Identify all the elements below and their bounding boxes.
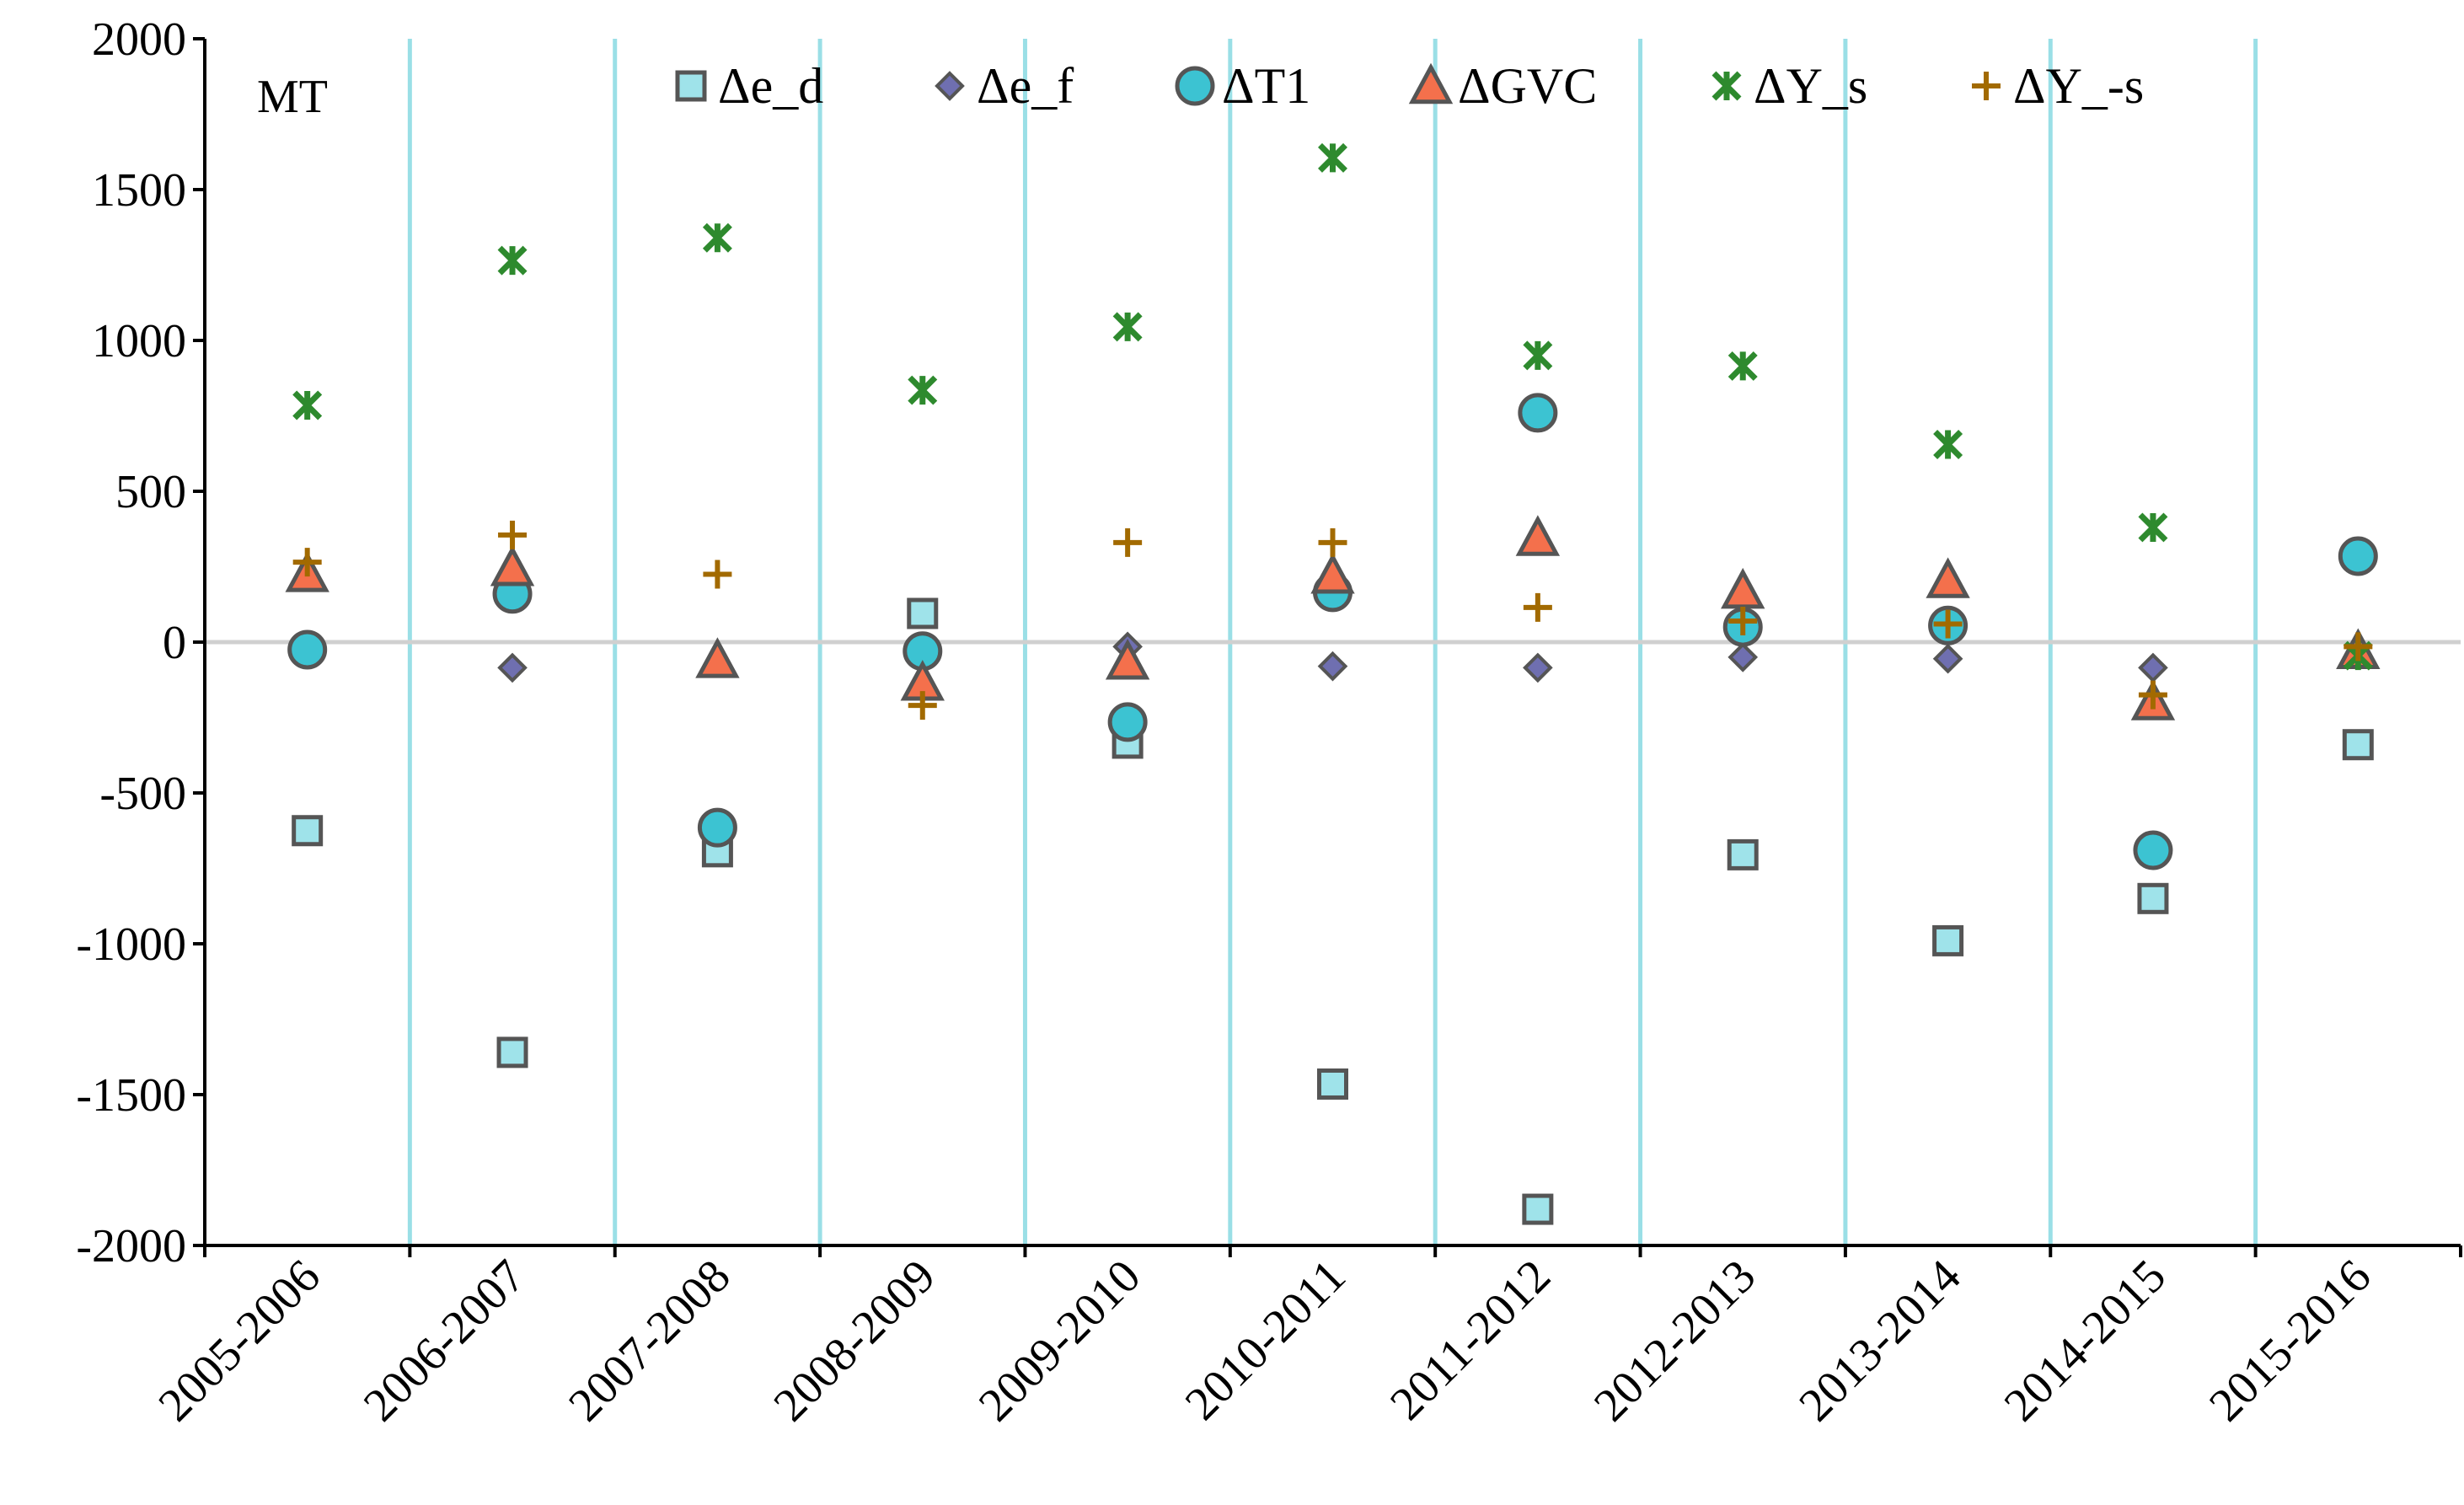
point-star	[1523, 340, 1553, 371]
point-diamond	[1317, 651, 1348, 682]
legend-marker-plus	[1972, 72, 2001, 100]
point-triangle	[1926, 557, 1970, 598]
point-star	[497, 245, 528, 276]
point-plus	[703, 560, 732, 589]
legend-marker-circle	[1175, 66, 1215, 106]
point-plus	[292, 548, 322, 577]
point-square	[1317, 1068, 1348, 1100]
legend-item: Δe_f	[935, 58, 1074, 114]
point-star	[2138, 512, 2168, 543]
legend-marker-star	[1711, 71, 1742, 101]
series-plus	[292, 520, 2373, 720]
y-tick-label: 1000	[92, 315, 186, 367]
point-circle	[1107, 702, 1148, 742]
point-plus	[1933, 609, 1963, 639]
point-circle	[2133, 830, 2173, 870]
series-diamond	[497, 631, 2168, 683]
legend: Δe_d Δe_f ΔT1 ΔGVC ΔY_s ΔY_-s	[675, 58, 2144, 114]
point-star	[292, 390, 323, 420]
point-plus	[1113, 528, 1143, 557]
legend-marker-triangle	[1408, 62, 1454, 104]
point-diamond	[1727, 642, 1759, 672]
y-tick-label: 2000	[92, 13, 186, 66]
series-star	[292, 142, 2373, 671]
point-plus	[2138, 680, 2167, 710]
point-star	[1318, 142, 1347, 173]
legend-label: ΔY_s	[1754, 58, 1867, 114]
point-plus	[2343, 632, 2373, 661]
legend-marker-square	[675, 70, 707, 102]
point-star	[908, 375, 938, 405]
point-star	[1112, 312, 1143, 342]
point-triangle	[490, 545, 535, 586]
legend-item: ΔY_s	[1711, 58, 1867, 114]
legend-label: Δe_d	[718, 58, 823, 114]
point-square	[2342, 729, 2374, 761]
legend-label: ΔGVC	[1458, 58, 1597, 114]
point-triangle	[1310, 552, 1355, 594]
legend-label: ΔY_-s	[2013, 58, 2144, 114]
point-plus	[1523, 592, 1552, 622]
point-star	[702, 222, 732, 253]
y-tick-label: 0	[163, 617, 186, 669]
y-tick-label: -1500	[76, 1069, 186, 1122]
legend-marker-diamond	[935, 71, 965, 101]
point-square	[496, 1036, 528, 1068]
point-plus	[1728, 606, 1758, 635]
point-plus	[908, 691, 937, 720]
point-triangle	[695, 637, 740, 678]
y-tick-label: 1500	[92, 164, 186, 217]
legend-item: ΔT1	[1175, 58, 1310, 114]
y-tick-label: 500	[115, 466, 186, 518]
legend-label: Δe_f	[977, 58, 1074, 114]
legend-label: ΔT1	[1222, 58, 1310, 114]
point-circle	[2338, 536, 2378, 576]
point-square	[1727, 838, 1759, 870]
point-square	[2137, 882, 2169, 914]
point-star	[1727, 351, 1758, 381]
point-square	[1522, 1193, 1554, 1225]
point-diamond	[1932, 643, 1963, 674]
point-square	[1932, 924, 1964, 956]
data-points	[285, 142, 2381, 1225]
point-triangle	[1515, 515, 1561, 556]
point-circle	[287, 629, 328, 670]
panel-label: MT	[257, 71, 328, 123]
y-tick-label: -1000	[76, 919, 186, 971]
point-triangle	[1105, 639, 1150, 680]
point-triangle	[1721, 567, 1765, 609]
y-tick-label: -2000	[76, 1220, 186, 1272]
legend-item: ΔY_-s	[1972, 58, 2144, 114]
legend-item: ΔGVC	[1408, 58, 1597, 114]
point-circle	[697, 807, 737, 848]
y-axis-ticks: 2000 1500 1000 500 0 -500 -1000 -1500 -2000	[76, 13, 205, 1272]
y-tick-label: -500	[99, 768, 186, 820]
point-square	[292, 815, 324, 847]
point-plus	[498, 520, 528, 549]
point-circle	[1518, 393, 1558, 433]
legend-item: Δe_d	[675, 58, 823, 114]
point-plus	[1318, 528, 1347, 557]
point-diamond	[497, 652, 528, 683]
point-square	[907, 597, 939, 629]
point-diamond	[1523, 652, 1553, 683]
point-star	[1933, 430, 1963, 459]
